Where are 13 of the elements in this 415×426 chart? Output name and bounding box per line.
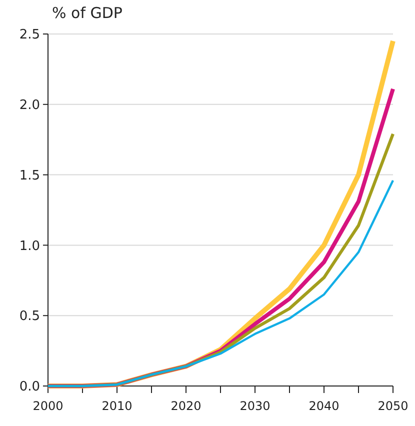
y-tick-label: 2.0 <box>19 98 40 113</box>
y-tick-label: 0.5 <box>19 309 40 324</box>
x-tick-label: 2000 <box>32 399 64 413</box>
y-tick-label: 0.0 <box>19 380 40 395</box>
y-tick-label: 2.5 <box>19 28 40 43</box>
x-tick-label: 2050 <box>378 399 408 413</box>
x-tick-label: 2030 <box>240 399 270 413</box>
y-axis-title: % of GDP <box>52 4 122 22</box>
x-tick-label: 2010 <box>102 399 132 413</box>
x-tick-label: 2020 <box>170 399 202 413</box>
y-tick-label: 1.0 <box>19 238 40 254</box>
x-tick-label: 2040 <box>308 399 340 413</box>
y-tick-label: 1.5 <box>19 168 40 184</box>
